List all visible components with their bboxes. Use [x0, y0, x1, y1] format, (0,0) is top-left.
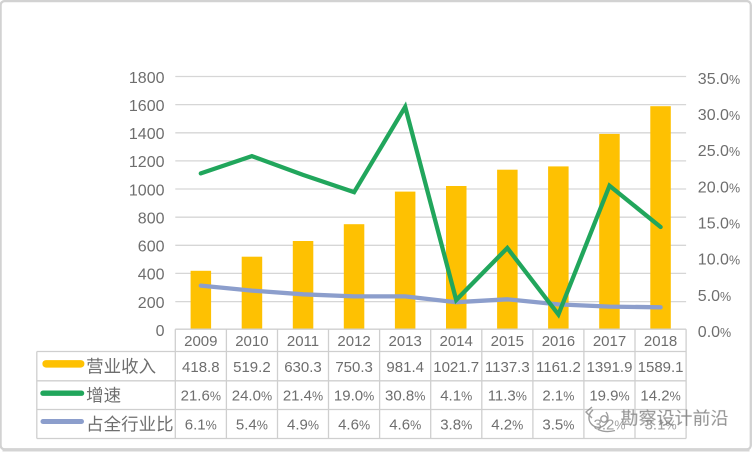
svg-text:1000: 1000 — [129, 182, 165, 199]
svg-text:2015: 2015 — [491, 333, 524, 350]
svg-text:981.4: 981.4 — [386, 359, 424, 376]
svg-text:35.0%: 35.0% — [698, 71, 740, 88]
svg-text:1391.9: 1391.9 — [587, 359, 633, 376]
svg-text:4.6%: 4.6% — [338, 417, 370, 434]
svg-text:2014: 2014 — [440, 333, 473, 350]
svg-text:2017: 2017 — [593, 333, 626, 350]
svg-text:418.8: 418.8 — [182, 359, 220, 376]
svg-text:5.0%: 5.0% — [698, 288, 731, 305]
svg-text:1200: 1200 — [129, 154, 165, 171]
svg-text:21.4%: 21.4% — [283, 388, 323, 405]
svg-text:11.3%: 11.3% — [488, 388, 527, 405]
svg-text:800: 800 — [138, 211, 165, 228]
svg-text:1400: 1400 — [129, 126, 165, 143]
svg-text:2010: 2010 — [235, 333, 268, 350]
svg-text:2012: 2012 — [337, 333, 370, 350]
svg-text:1137.3: 1137.3 — [485, 359, 530, 376]
svg-text:10.0%: 10.0% — [698, 252, 740, 269]
svg-text:2011: 2011 — [287, 333, 319, 350]
svg-text:400: 400 — [138, 267, 165, 284]
svg-text:19.9%: 19.9% — [589, 388, 629, 405]
svg-text:2009: 2009 — [184, 333, 217, 350]
svg-text:2013: 2013 — [389, 333, 422, 350]
svg-text:30.0%: 30.0% — [698, 107, 740, 124]
svg-text:1600: 1600 — [129, 98, 165, 115]
svg-text:2016: 2016 — [542, 333, 575, 350]
svg-text:20.0%: 20.0% — [698, 179, 740, 196]
svg-text:15.0%: 15.0% — [698, 216, 740, 233]
svg-text:1161.2: 1161.2 — [536, 359, 581, 376]
svg-text:4.9%: 4.9% — [287, 417, 319, 434]
svg-text:1021.7: 1021.7 — [433, 359, 479, 376]
svg-text:200: 200 — [138, 295, 165, 312]
svg-text:19.0%: 19.0% — [334, 388, 374, 405]
svg-text:519.2: 519.2 — [233, 359, 271, 376]
svg-text:1800: 1800 — [129, 70, 165, 87]
svg-text:25.0%: 25.0% — [698, 143, 740, 160]
svg-text:14.2%: 14.2% — [640, 388, 680, 405]
svg-text:24.0%: 24.0% — [232, 388, 272, 405]
svg-text:3.8%: 3.8% — [440, 417, 472, 434]
svg-text:750.3: 750.3 — [335, 359, 373, 376]
svg-text:4.6%: 4.6% — [389, 417, 421, 434]
svg-text:600: 600 — [138, 239, 165, 256]
svg-text:5.4%: 5.4% — [236, 417, 268, 434]
svg-text:630.3: 630.3 — [284, 359, 322, 376]
svg-text:1589.1: 1589.1 — [638, 359, 684, 376]
svg-text:21.6%: 21.6% — [181, 388, 221, 405]
svg-text:3.5%: 3.5% — [542, 417, 574, 434]
svg-text:0.0%: 0.0% — [698, 324, 731, 341]
svg-text:2018: 2018 — [644, 333, 677, 350]
svg-text:0: 0 — [156, 323, 165, 340]
svg-text:2.1%: 2.1% — [542, 388, 574, 405]
svg-text:4.1%: 4.1% — [440, 388, 472, 405]
svg-text:30.8%: 30.8% — [385, 388, 425, 405]
svg-text:4.2%: 4.2% — [491, 417, 523, 434]
svg-text:6.1%: 6.1% — [185, 417, 217, 434]
